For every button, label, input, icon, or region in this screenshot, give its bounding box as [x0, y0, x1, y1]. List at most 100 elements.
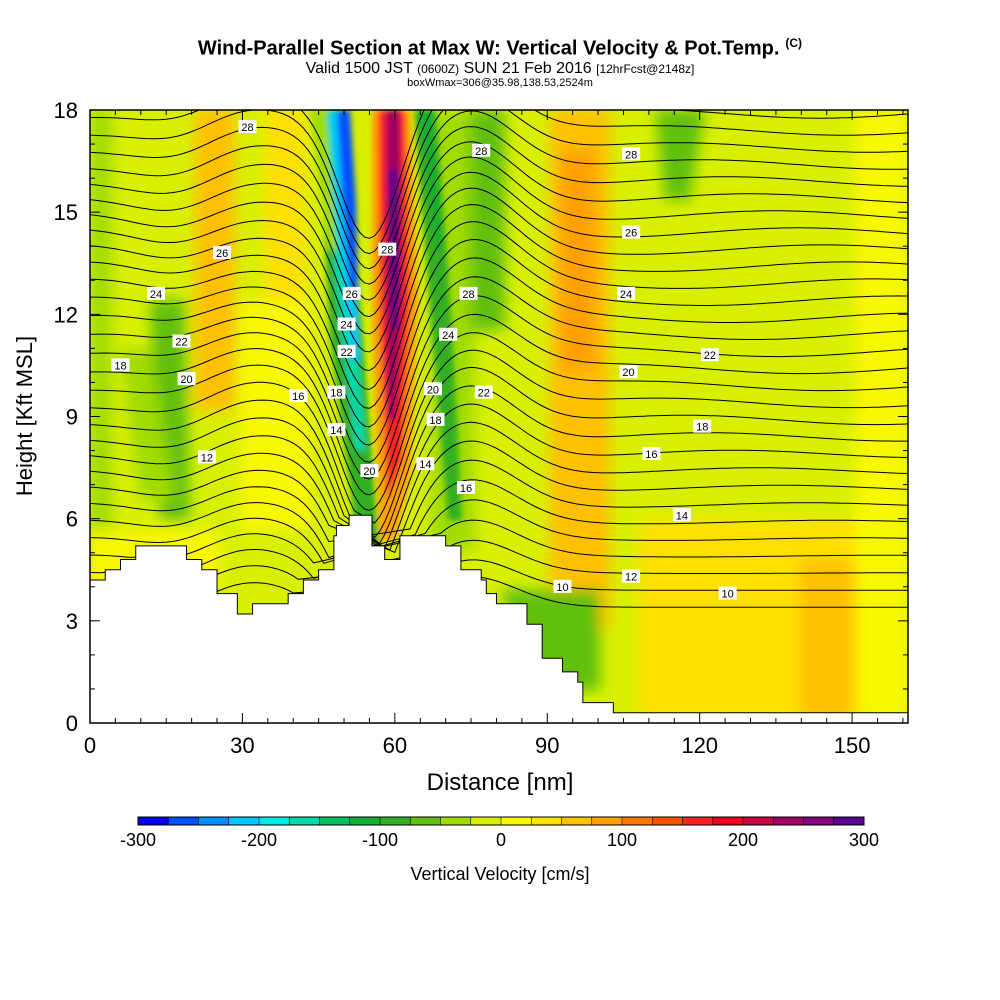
y-tick-label: 6 [66, 507, 78, 532]
contour-label: 16 [645, 449, 657, 461]
theta-contour [90, 332, 908, 511]
contour-label: 10 [722, 589, 734, 601]
chart-title-text: Wind-Parallel Section at Max W: Vertical… [197, 37, 780, 60]
y-tick-label: 15 [54, 200, 78, 225]
colorbar-swatch [138, 817, 169, 825]
contour-label-bg [622, 225, 641, 239]
contour-label: 16 [292, 391, 304, 403]
y-tick-label: 18 [54, 98, 78, 123]
theta-contour [90, 421, 908, 551]
contour-label-bg [426, 412, 445, 426]
contour-label-bg [700, 348, 719, 362]
contour-label-bg [378, 242, 397, 256]
contour-label: 18 [696, 422, 708, 434]
contour-label-bg [459, 286, 478, 300]
theta-contour [216, 576, 908, 608]
theta-contour [90, 257, 908, 446]
theta-contour [90, 313, 908, 496]
y-tick-label: 12 [54, 302, 78, 327]
contour-label: 26 [346, 289, 358, 301]
theta-contour [90, 519, 908, 564]
secondary-band [310, 110, 336, 250]
contour-label: 24 [442, 330, 454, 342]
theta-contour [90, 110, 908, 239]
colorbar-swatch [289, 817, 320, 825]
contour-label: 20 [622, 367, 634, 379]
contour-label: 26 [625, 228, 637, 240]
colorbar-tick-label: -200 [241, 830, 277, 850]
colorbar-swatch [712, 817, 744, 825]
theta-contour [90, 295, 908, 480]
contour-label: 12 [201, 452, 213, 464]
contour-label: 28 [381, 245, 393, 257]
contour-label-bg [177, 372, 196, 386]
colorbar-swatch [228, 817, 260, 825]
downdraft-band [337, 110, 358, 290]
contour-label: 26 [216, 248, 228, 260]
y-tick-label: 3 [66, 609, 78, 634]
colorbar-swatch [440, 817, 472, 825]
contour-label: 20 [427, 384, 439, 396]
contour-label: 12 [625, 572, 637, 584]
theta-contour [90, 156, 908, 335]
colorbar-tick-label: 100 [607, 830, 637, 850]
colorbar-tick-label: 0 [496, 830, 506, 850]
theta-contour [90, 349, 908, 524]
subtitle-utc: (0600Z) [417, 62, 460, 76]
colorbar-swatch [743, 817, 774, 825]
colorbar-swatch [198, 817, 230, 825]
contour-label: 20 [180, 374, 192, 386]
contour-label-bg [672, 508, 691, 522]
contour-label: 28 [475, 146, 487, 158]
colorbar-swatch [682, 817, 714, 825]
colorbar-swatch [833, 817, 865, 825]
contour-label: 18 [330, 388, 342, 400]
theta-contour [90, 141, 908, 318]
contour-label: 20 [363, 466, 375, 478]
contour-label: 28 [462, 289, 474, 301]
chart-subtitle-box: boxWmax=306@35.98,138.53,2524m [407, 77, 593, 89]
subtitle-date: SUN 21 Feb 2016 [463, 60, 592, 77]
theta-contour [90, 479, 908, 559]
contour-label-bg [474, 385, 493, 399]
y-tick-label: 0 [66, 711, 78, 736]
theta-contour [90, 366, 908, 539]
field-band [90, 110, 112, 570]
contour-label-bg [337, 317, 356, 331]
contour-label: 16 [460, 483, 472, 495]
theta-contour [90, 238, 908, 428]
contour-label: 14 [676, 510, 688, 522]
contour-label: 18 [429, 415, 441, 427]
contour-label: 24 [620, 289, 632, 301]
field-band [195, 110, 235, 410]
y-tick-label: 9 [66, 405, 78, 430]
contour-label-bg [456, 481, 475, 495]
colorbar-swatch [773, 817, 804, 825]
contour-labels: 28 28 28 26 28 26 24 26 28 24 24 24 22 22 22 18 20 20 20 18… [111, 120, 737, 601]
contour-label: 28 [241, 122, 253, 134]
contour-label: 22 [478, 388, 490, 400]
contour-label-bg [472, 143, 491, 157]
secondary-band [414, 110, 462, 520]
theta-contour [90, 459, 908, 543]
contour-label-bg [718, 586, 737, 600]
contour-label: 28 [625, 149, 637, 161]
colorbar-tick-label: -300 [120, 830, 156, 850]
contour-label-bg [617, 286, 636, 300]
contour-label-bg [111, 358, 130, 372]
contour-label: 22 [175, 337, 187, 349]
contour-label-bg [172, 334, 191, 348]
theta-contour [90, 110, 908, 270]
y-axis-label: Height [Kft MSL] [12, 336, 37, 496]
x-axis-label: Distance [nm] [427, 769, 574, 796]
contour-label-bg [197, 450, 216, 464]
contour-label-bg [213, 246, 232, 260]
contour-label-bg [439, 327, 458, 341]
colorbar-swatch [591, 817, 623, 825]
theta-contour [90, 187, 908, 372]
contour-label-bg [642, 446, 661, 460]
theta-contour [216, 559, 908, 591]
contour-label-bg [327, 385, 346, 399]
contour-label-bg [360, 463, 379, 477]
